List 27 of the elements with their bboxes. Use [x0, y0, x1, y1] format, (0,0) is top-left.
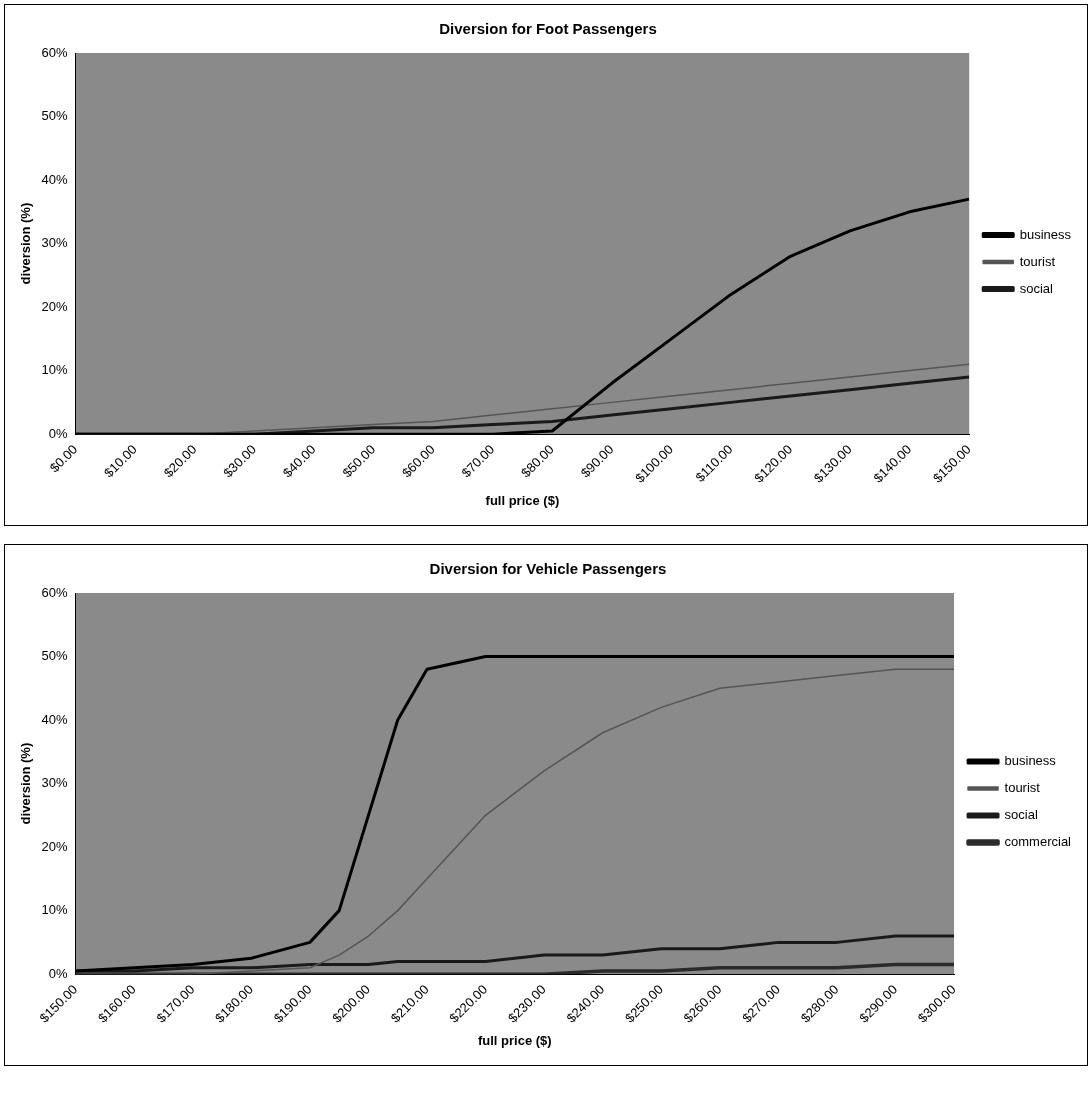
x-axis-title: full price ($) — [477, 1032, 552, 1048]
y-tick-label: 0% — [48, 425, 69, 441]
legend-label: business — [1004, 753, 1057, 769]
legend-label: tourist — [1019, 253, 1056, 269]
legend-label: tourist — [1004, 780, 1041, 796]
y-tick-label: 20% — [41, 298, 69, 314]
y-tick-label: 0% — [48, 965, 69, 981]
legend-label: commercial — [1004, 834, 1072, 850]
chart-title: Diversion for Vehicle Passengers — [429, 560, 667, 578]
y-axis-title: diversion (%) — [18, 742, 34, 825]
y-tick-label: 20% — [41, 838, 69, 854]
legend-label: social — [1019, 280, 1054, 296]
y-tick-label: 30% — [41, 775, 69, 791]
y-tick-label: 10% — [41, 362, 69, 378]
y-tick-label: 60% — [41, 44, 69, 60]
y-tick-label: 50% — [41, 108, 69, 124]
x-axis-title: full price ($) — [485, 492, 560, 508]
y-tick-label: 30% — [41, 235, 69, 251]
y-tick-label: 60% — [41, 584, 69, 600]
y-tick-label: 40% — [41, 711, 69, 727]
y-axis-title: diversion (%) — [18, 202, 34, 285]
y-tick-label: 50% — [41, 648, 69, 664]
y-tick-label: 10% — [41, 902, 69, 918]
legend-label: social — [1004, 807, 1038, 823]
chart-title: Diversion for Foot Passengers — [439, 20, 657, 38]
legend-label: business — [1019, 226, 1072, 242]
y-tick-label: 40% — [41, 171, 69, 187]
